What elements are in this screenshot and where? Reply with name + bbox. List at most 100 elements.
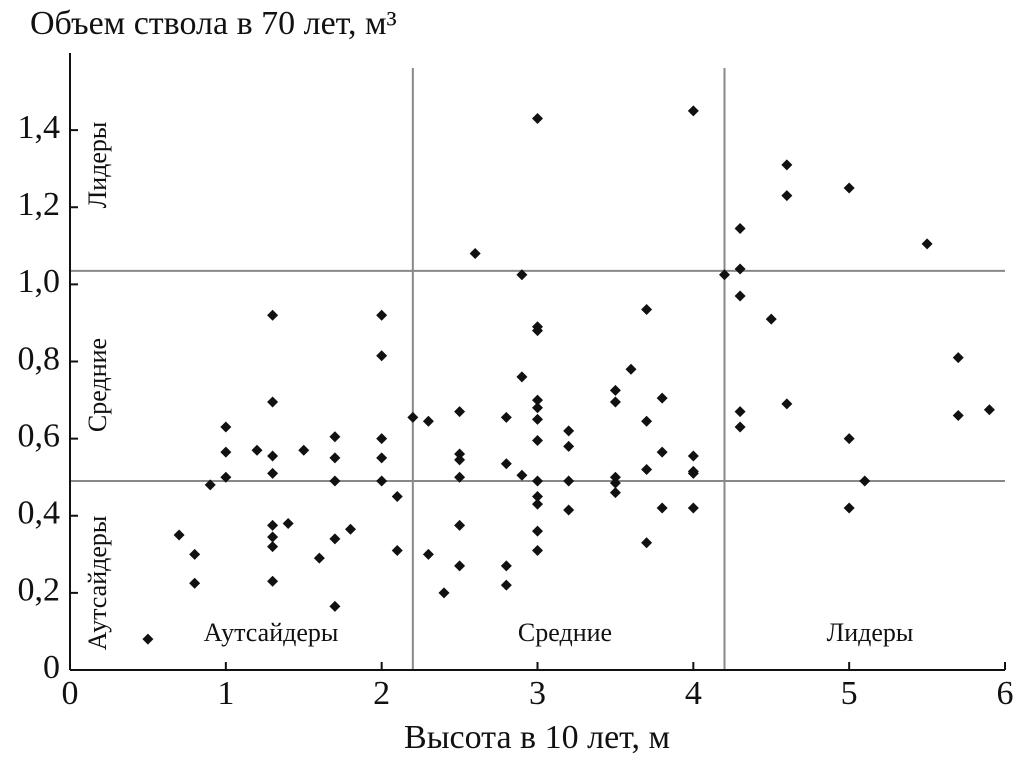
point: [532, 394, 543, 406]
x-tick-label: 1: [217, 675, 234, 712]
point: [781, 398, 793, 410]
point: [532, 413, 543, 425]
point: [656, 392, 668, 404]
point: [454, 471, 466, 483]
point: [313, 552, 325, 564]
point: [734, 222, 746, 234]
point: [220, 471, 232, 483]
point: [422, 415, 434, 427]
point: [641, 537, 653, 549]
point: [329, 431, 341, 443]
point: [173, 529, 185, 541]
point: [983, 404, 995, 416]
point: [251, 444, 263, 456]
point: [687, 105, 699, 117]
point: [563, 425, 575, 437]
side-group-label: Аутсайдеры: [83, 516, 112, 651]
point: [532, 475, 543, 487]
point: [376, 350, 388, 362]
point: [454, 560, 466, 572]
point: [687, 467, 699, 479]
point: [500, 411, 512, 423]
point: [532, 544, 543, 556]
point: [391, 490, 403, 502]
point: [656, 502, 668, 514]
point: [859, 475, 871, 487]
point: [500, 560, 512, 572]
point: [843, 502, 855, 514]
point: [329, 533, 341, 545]
point: [454, 454, 466, 466]
point: [687, 502, 699, 514]
point: [376, 433, 388, 445]
point: [952, 409, 964, 421]
x-tick-label: 0: [62, 675, 79, 712]
point: [609, 487, 621, 499]
point: [298, 444, 310, 456]
point: [500, 579, 512, 591]
x-tick-label: 2: [373, 675, 390, 712]
bottom-group-label: Аутсайдеры: [204, 618, 339, 647]
point: [220, 421, 232, 433]
point: [469, 248, 481, 260]
y-tick-label: 0,4: [18, 495, 61, 532]
point: [438, 587, 450, 599]
point: [345, 523, 356, 535]
point: [376, 475, 388, 487]
point: [422, 548, 434, 560]
point: [267, 467, 279, 479]
x-tick-label: 4: [685, 675, 702, 712]
point: [329, 600, 341, 612]
point: [391, 544, 403, 556]
point: [952, 352, 964, 364]
y-tick-label: 1,0: [18, 263, 61, 300]
point: [407, 411, 419, 423]
point: [641, 463, 653, 475]
point: [781, 190, 793, 202]
point: [454, 448, 466, 460]
point: [267, 531, 279, 543]
side-group-label: Лидеры: [83, 122, 112, 209]
point: [376, 309, 388, 321]
point: [532, 435, 543, 447]
point: [734, 421, 746, 433]
point: [563, 475, 575, 487]
point: [189, 577, 201, 589]
point: [454, 406, 466, 418]
point: [609, 384, 621, 396]
point: [267, 541, 279, 553]
point: [532, 113, 543, 125]
point: [843, 433, 855, 445]
point: [500, 458, 512, 470]
point: [142, 633, 154, 645]
point: [563, 440, 575, 452]
point: [734, 263, 746, 275]
point: [267, 309, 279, 321]
point: [532, 402, 543, 414]
y-tick-label: 1,4: [18, 109, 61, 146]
point: [641, 303, 653, 315]
point: [516, 371, 528, 383]
point: [267, 519, 279, 531]
y-tick-label: 0: [43, 649, 60, 686]
point: [532, 498, 543, 510]
point: [267, 450, 279, 462]
side-group-label: Средние: [83, 338, 112, 432]
point: [609, 477, 621, 489]
point: [781, 159, 793, 171]
bottom-group-label: Средние: [518, 618, 612, 647]
point: [282, 517, 294, 529]
x-tick-label: 6: [997, 675, 1014, 712]
point: [687, 450, 699, 462]
point: [376, 452, 388, 464]
point: [734, 290, 746, 302]
point: [204, 479, 216, 491]
x-axis-label: Высота в 10 лет, м: [404, 719, 670, 756]
point: [329, 475, 341, 487]
y-tick-label: 0,2: [18, 572, 61, 609]
point: [532, 325, 543, 337]
y-tick-label: 0,8: [18, 340, 61, 377]
point: [625, 363, 637, 375]
point: [532, 525, 543, 537]
